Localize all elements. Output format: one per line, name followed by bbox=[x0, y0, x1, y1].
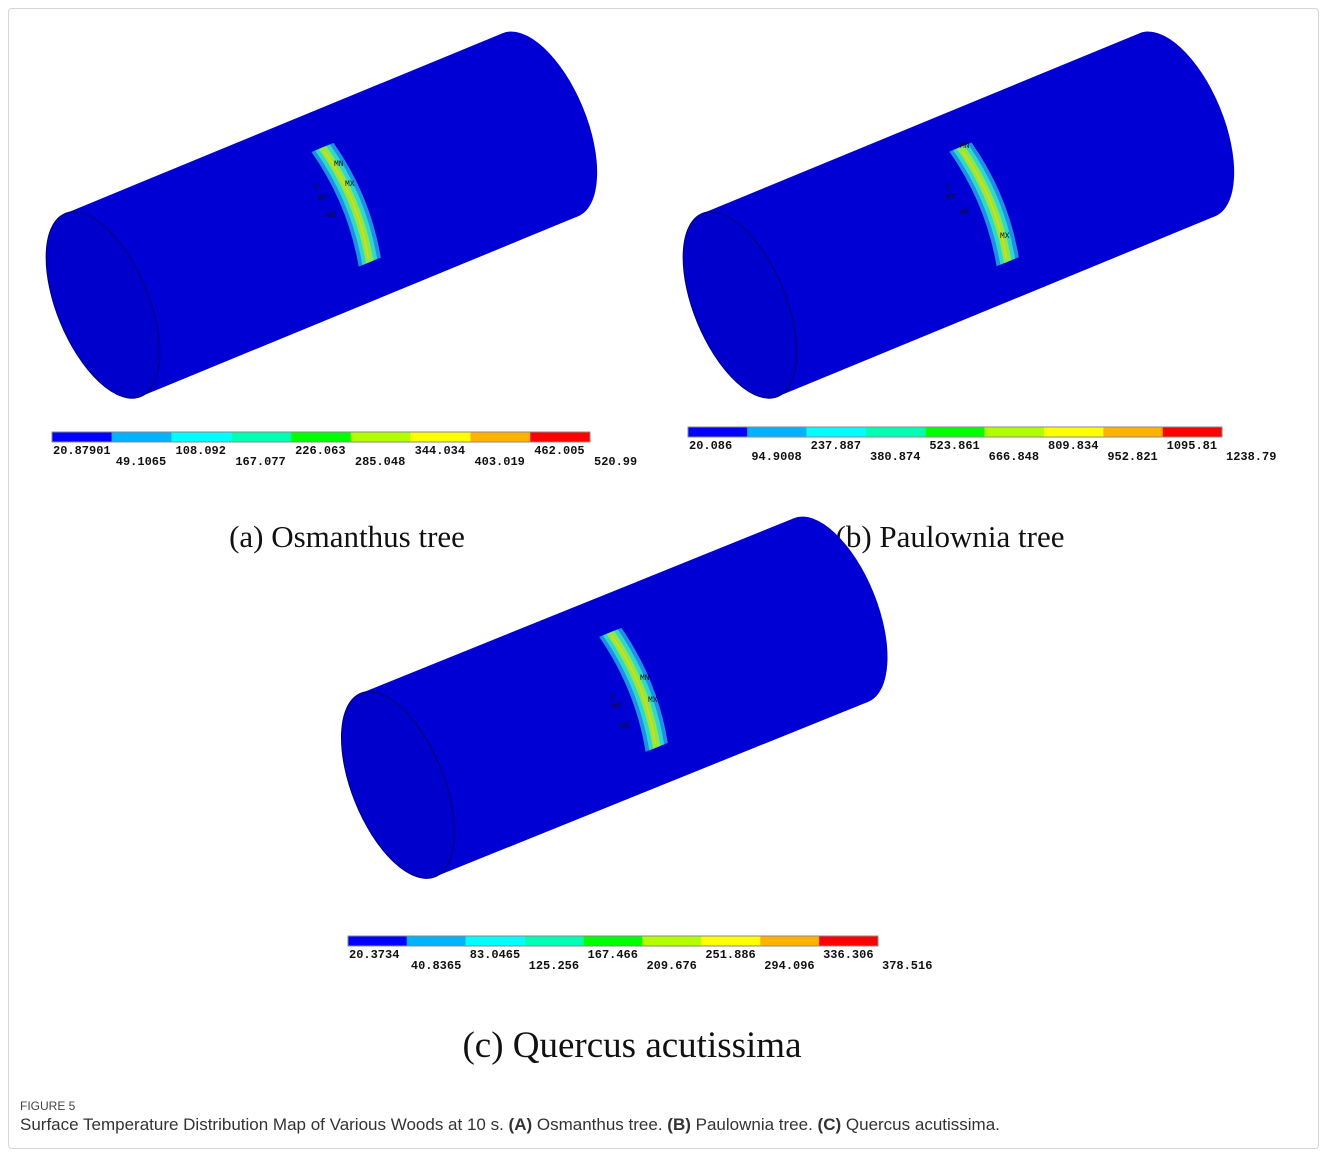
caption-key: (B) bbox=[667, 1115, 691, 1134]
node-marker: WY bbox=[946, 193, 956, 202]
colorbar-label: 226.063 bbox=[295, 444, 345, 458]
node-marker: WY bbox=[612, 702, 622, 711]
colorbar-label: 40.8365 bbox=[411, 959, 461, 973]
colorbar-segment bbox=[584, 936, 643, 946]
figure-page: MNMXYWYWX20.8790149.1065108.092167.07722… bbox=[0, 0, 1329, 1157]
colorbar-segment bbox=[985, 427, 1044, 437]
colorbar-segment bbox=[525, 936, 584, 946]
colorbar-segment bbox=[1163, 427, 1222, 437]
colorbar-segment bbox=[866, 427, 925, 437]
colorbar-segment bbox=[701, 936, 760, 946]
colorbar-label: 344.034 bbox=[415, 444, 465, 458]
colorbar-label: 20.3734 bbox=[349, 948, 399, 962]
colorbar-label: 523.861 bbox=[929, 439, 979, 453]
colorbar-segment bbox=[760, 936, 819, 946]
colorbar-label: 403.019 bbox=[474, 455, 524, 469]
colorbar-label: 462.005 bbox=[534, 444, 584, 458]
colorbar-label: 666.848 bbox=[989, 450, 1039, 464]
colorbar-label: 209.676 bbox=[646, 959, 696, 973]
colorbar-label: 94.9008 bbox=[751, 450, 801, 464]
colorbar-label: 1238.79 bbox=[1226, 450, 1276, 464]
colorbar-segment bbox=[925, 427, 984, 437]
node-marker: WY bbox=[318, 194, 328, 203]
colorbar-label: 237.887 bbox=[811, 439, 861, 453]
colorbar-label: 108.092 bbox=[176, 444, 226, 458]
colorbar-segment bbox=[819, 936, 878, 946]
colorbar-label: 167.466 bbox=[588, 948, 638, 962]
colorbar-label: 294.096 bbox=[764, 959, 814, 973]
node-marker: Y bbox=[314, 184, 319, 193]
colorbar-segment bbox=[52, 432, 112, 442]
cylinder bbox=[660, 16, 1258, 414]
caption-key: (C) bbox=[818, 1115, 842, 1134]
colorbar-segment bbox=[470, 432, 530, 442]
colorbar-segment bbox=[688, 427, 747, 437]
colorbar-label: 251.886 bbox=[705, 948, 755, 962]
colorbar-segment bbox=[1103, 427, 1162, 437]
node-marker: MN bbox=[640, 674, 650, 683]
colorbar-segment bbox=[1044, 427, 1103, 437]
colorbar-label: 20.086 bbox=[689, 439, 732, 453]
node-marker: WX bbox=[620, 722, 630, 731]
colorbar-label: 380.874 bbox=[870, 450, 920, 464]
colorbar-label: 336.306 bbox=[823, 948, 873, 962]
colorbar-segment bbox=[407, 936, 466, 946]
node-marker: MN bbox=[960, 142, 970, 151]
node-marker: MX bbox=[648, 696, 658, 705]
colorbar-label: 378.516 bbox=[882, 959, 932, 973]
cylinder bbox=[23, 16, 621, 414]
panel-title: (c) Quercus acutissima bbox=[462, 1025, 801, 1066]
caption-items: (A) Osmanthus tree. (B) Paulownia tree. … bbox=[509, 1115, 1000, 1134]
colorbar-segment bbox=[807, 427, 866, 437]
colorbar-label: 83.0465 bbox=[470, 948, 520, 962]
colorbar-label: 809.834 bbox=[1048, 439, 1098, 453]
node-marker: WX bbox=[327, 211, 337, 220]
colorbar-segment bbox=[112, 432, 172, 442]
caption-item: Quercus acutissima. bbox=[846, 1115, 1000, 1134]
caption-item: Osmanthus tree. bbox=[537, 1115, 663, 1134]
colorbar-label: 952.821 bbox=[1107, 450, 1157, 464]
caption-lead: Surface Temperature Distribution Map of … bbox=[20, 1115, 504, 1134]
colorbar-segment bbox=[411, 432, 471, 442]
colorbar-segment bbox=[351, 432, 411, 442]
caption-item: Paulownia tree. bbox=[696, 1115, 813, 1134]
colorbar-label: 520.99 bbox=[594, 455, 637, 469]
node-marker: WX bbox=[960, 208, 970, 217]
panel-title: (a) Osmanthus tree bbox=[229, 519, 465, 554]
colorbar-label: 49.1065 bbox=[116, 455, 166, 469]
figure-image: MNMXYWYWX20.8790149.1065108.092167.07722… bbox=[0, 0, 1329, 1157]
node-marker: MX bbox=[345, 180, 355, 189]
colorbar-segment bbox=[747, 427, 806, 437]
panel-title: (b) Paulownia tree bbox=[836, 519, 1065, 554]
colorbar-label: 125.256 bbox=[529, 959, 579, 973]
caption-key: (A) bbox=[509, 1115, 533, 1134]
colorbar-label: 1095.81 bbox=[1167, 439, 1217, 453]
colorbar-segment bbox=[231, 432, 291, 442]
colorbar-label: 167.077 bbox=[235, 455, 285, 469]
colorbar-segment bbox=[642, 936, 701, 946]
colorbar-segment bbox=[530, 432, 590, 442]
node-marker: Y bbox=[946, 184, 951, 193]
figure-caption: Surface Temperature Distribution Map of … bbox=[20, 1115, 1000, 1135]
node-marker: MN bbox=[334, 160, 344, 169]
colorbar-segment bbox=[466, 936, 525, 946]
colorbar-segment bbox=[291, 432, 351, 442]
colorbar-segment bbox=[348, 936, 407, 946]
figure-label: FIGURE 5 bbox=[20, 1099, 75, 1113]
colorbar-label: 285.048 bbox=[355, 455, 405, 469]
node-marker: MX bbox=[1000, 232, 1010, 241]
colorbar-segment bbox=[172, 432, 232, 442]
colorbar-label: 20.87901 bbox=[53, 444, 111, 458]
